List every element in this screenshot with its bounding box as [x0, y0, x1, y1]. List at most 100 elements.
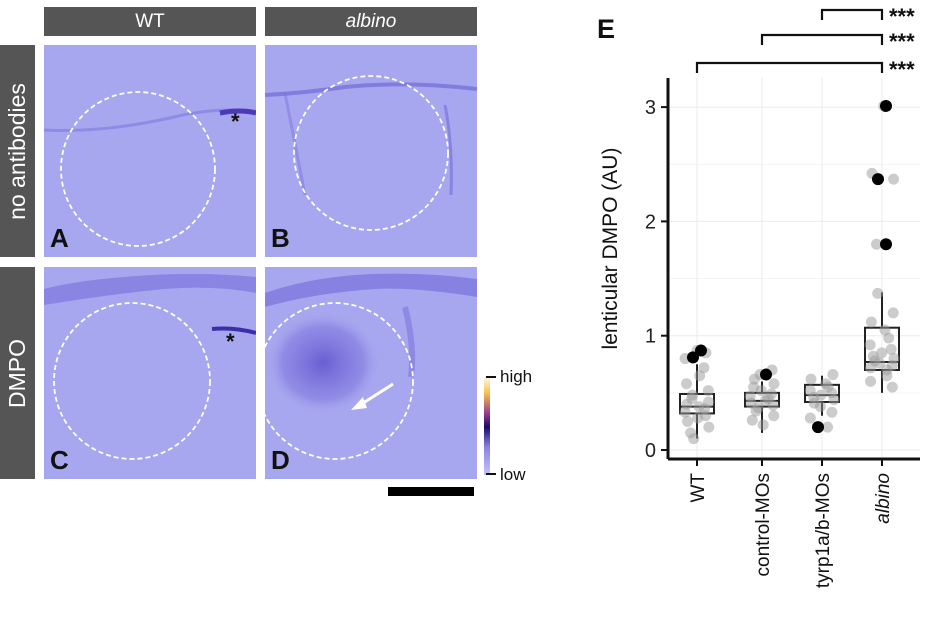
data-point-3-19: [881, 370, 893, 382]
box-1: [744, 391, 780, 408]
column-header-wt-label: WT: [135, 10, 165, 32]
lens-outline-b: [293, 75, 449, 231]
significance-bracket-1: [760, 33, 884, 45]
data-point-3-13: [888, 353, 900, 365]
data-point-2-7: [808, 391, 820, 403]
panel-label-a: A: [50, 223, 69, 253]
significance-label-0: ***: [889, 4, 915, 29]
y-axis-label: lenticular DMPO (AU): [599, 148, 622, 350]
asterisk-marker-a: *: [231, 109, 240, 134]
data-point-3-16: [886, 359, 898, 371]
lens-signal-d: [265, 311, 381, 415]
scale-bar: [388, 487, 474, 496]
micrograph-a-svg: [44, 91, 256, 247]
data-point-0-19: [688, 433, 700, 445]
row-header-no-antibodies: no antibodies: [0, 45, 35, 257]
data-point-3-10: [885, 343, 897, 355]
y-tick-label-1: 1: [645, 326, 656, 348]
significance-label-2: ***: [889, 57, 915, 82]
data-point-2-4: [804, 385, 816, 397]
x-tick-label-0: WT: [688, 473, 709, 503]
data-point-1-6: [765, 388, 777, 400]
data-point-2-11: [826, 406, 838, 418]
data-point-0-17: [703, 421, 715, 433]
data-point-0-7: [686, 389, 698, 401]
micrograph-panel-b: B: [265, 45, 477, 257]
data-point-1-7: [744, 390, 756, 402]
column-header-albino: albino: [265, 7, 477, 36]
colorbar-low-label: low: [500, 465, 526, 484]
data-point-2-6: [815, 389, 827, 401]
lens-outline-a: [60, 91, 216, 247]
micrograph-panel-c: C *: [44, 267, 256, 479]
column-header-albino-label: albino: [345, 10, 397, 32]
data-point-0-13: [679, 406, 691, 418]
data-point-2-5: [826, 387, 838, 399]
lens-outline-c: [53, 302, 211, 460]
data-point-1-0: [766, 364, 778, 376]
data-point-2-3: [822, 381, 834, 393]
highlight-point-1: [687, 351, 699, 364]
data-point-3-20: [865, 375, 877, 387]
data-point-3-2: [888, 173, 900, 185]
data-point-2-12: [804, 412, 816, 424]
x-tick-label-2: tyrp1a/b-MOs: [813, 473, 834, 588]
highlight-point-0: [695, 344, 707, 357]
data-point-3-15: [874, 357, 886, 369]
data-point-1-3: [768, 378, 780, 390]
micrograph-panel-d: D: [265, 267, 477, 479]
data-point-1-4: [748, 381, 760, 393]
data-point-3-1: [866, 167, 878, 179]
data-point-1-10: [745, 397, 757, 409]
data-point-0-18: [685, 427, 697, 439]
data-point-3-8: [883, 332, 895, 344]
box-2: [804, 383, 840, 403]
data-point-0-2: [679, 353, 691, 365]
data-point-2-10: [814, 401, 826, 413]
data-point-3-14: [869, 355, 881, 367]
data-point-2-8: [828, 394, 840, 406]
colorbar-high-tick: [486, 376, 496, 378]
data-point-2-9: [808, 397, 820, 409]
data-point-0-5: [680, 378, 692, 390]
box-3: [864, 326, 900, 371]
data-point-3-21: [886, 381, 898, 393]
row-header-no-antibodies-label: no antibodies: [4, 82, 30, 220]
data-point-3-11: [876, 347, 888, 359]
colorbar: [484, 375, 490, 475]
column-header-wt: WT: [44, 7, 256, 36]
retina-fold-d: [402, 306, 416, 378]
data-point-2-1: [805, 373, 817, 385]
micrograph-c-svg: [44, 274, 256, 460]
highlight-point-5: [872, 173, 884, 186]
data-point-1-11: [767, 399, 779, 411]
data-point-3-7: [879, 324, 891, 336]
micrograph-d-svg: [265, 273, 477, 460]
data-point-3-12: [867, 350, 879, 362]
lens-outline-d: [265, 302, 414, 460]
data-point-0-10: [681, 398, 693, 410]
arrow-head-d: [351, 397, 367, 410]
data-point-1-15: [746, 414, 758, 426]
data-point-2-13: [822, 421, 834, 433]
data-point-3-0: [878, 100, 890, 112]
highlight-point-3: [812, 421, 824, 434]
y-tick-label-2: 2: [645, 211, 656, 233]
row-header-dmpo-label: DMPO: [4, 338, 30, 408]
pigment-streak-c: [211, 326, 256, 335]
data-point-2-2: [820, 378, 832, 390]
x-tick-label-3: albino: [873, 473, 894, 524]
highlight-point-6: [880, 238, 892, 251]
y-tick-label-0: 0: [645, 440, 656, 462]
data-point-0-0: [691, 345, 703, 357]
significance-bracket-0: [820, 8, 884, 20]
data-point-0-6: [702, 385, 714, 397]
panel-label-d: D: [271, 445, 290, 475]
data-point-1-12: [752, 402, 764, 414]
panel-label-c: C: [50, 445, 69, 475]
significance-label-1: ***: [889, 29, 915, 54]
data-point-0-8: [686, 393, 698, 405]
panel-label-b: B: [271, 223, 290, 253]
data-point-0-11: [693, 401, 705, 413]
data-point-1-16: [757, 419, 769, 431]
